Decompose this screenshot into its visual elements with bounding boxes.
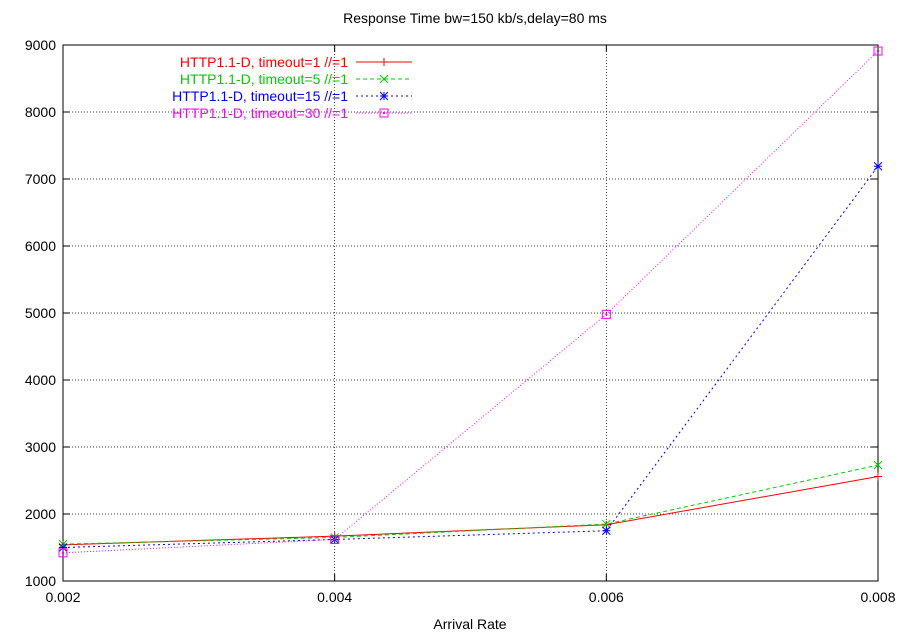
data-point-marker-dot [877, 50, 879, 53]
y-tick-label: 4000 [25, 372, 56, 388]
series-layer [58, 46, 883, 558]
data-point-marker [379, 108, 389, 118]
y-tick-label: 6000 [25, 238, 56, 254]
data-point-marker-dot [62, 551, 64, 554]
y-tick-label: 5000 [25, 305, 56, 321]
x-tick-label: 0.006 [589, 589, 624, 605]
data-point-marker-dot [383, 112, 385, 114]
x-tick-label: 0.008 [860, 589, 895, 605]
legend-entry-4: HTTP1.1-D, timeout=30 //=1 [172, 105, 412, 121]
x-axis-label: Arrival Rate [433, 616, 506, 632]
legend-label: HTTP1.1-D, timeout=15 //=1 [172, 88, 348, 104]
series-line [62, 475, 879, 546]
legend-label: HTTP1.1-D, timeout=1 //=1 [180, 54, 348, 70]
legend-entry-1: HTTP1.1-D, timeout=1 //=1 [180, 54, 412, 70]
tick-labels: 1000 2000 3000 4000 5000 6000 7000 8000 9000 0.00… [25, 37, 896, 605]
legend-entry-3: HTTP1.1-D, timeout=15 //=1 [172, 88, 412, 104]
data-point-marker [58, 548, 68, 558]
data-point-marker [873, 46, 883, 56]
series-line [62, 165, 879, 548]
series-4 [58, 46, 883, 558]
legend-label: HTTP1.1-D, timeout=5 //=1 [180, 71, 348, 87]
series-3 [58, 161, 883, 552]
x-tick-label: 0.002 [45, 589, 80, 605]
data-point-marker [873, 460, 883, 470]
legend-label: HTTP1.1-D, timeout=30 //=1 [172, 105, 348, 121]
y-tick-label: 7000 [25, 171, 56, 187]
data-point-marker [874, 472, 882, 481]
y-tick-label: 8000 [25, 104, 56, 120]
data-point-marker [601, 309, 611, 319]
data-point-marker [380, 58, 388, 66]
data-point-marker-dot [605, 313, 608, 316]
data-point-marker [379, 74, 389, 84]
y-tick-label: 1000 [25, 573, 56, 589]
data-point-marker [58, 543, 68, 552]
data-point-marker-dot [333, 538, 336, 541]
grid [63, 45, 878, 581]
data-point-marker [601, 526, 611, 536]
series-line [62, 464, 879, 545]
data-point-marker [379, 91, 389, 101]
y-tick-label: 2000 [25, 506, 56, 522]
data-point-marker [601, 519, 611, 529]
chart-title: Response Time bw=150 kb/s,delay=80 ms [343, 10, 607, 26]
data-point-marker [873, 161, 883, 171]
y-tick-label: 3000 [25, 439, 56, 455]
tick-marks [62, 44, 879, 582]
data-point-marker [330, 534, 340, 544]
series-line [62, 50, 879, 554]
plot-frame [62, 44, 879, 582]
series-2 [58, 460, 883, 549]
series-1 [59, 472, 882, 549]
x-tick-label: 0.004 [317, 589, 352, 605]
legend-entry-2: HTTP1.1-D, timeout=5 //=1 [180, 71, 412, 87]
y-tick-label: 9000 [25, 37, 56, 53]
